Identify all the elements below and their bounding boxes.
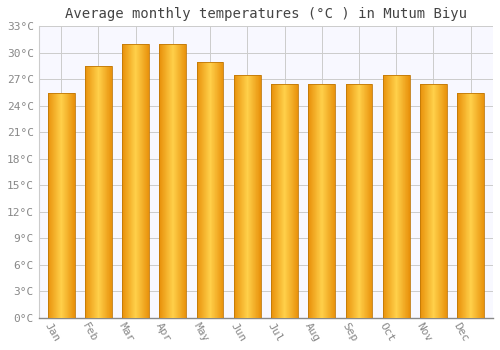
Bar [48,92,74,318]
Bar [196,62,224,318]
Bar [85,66,112,318]
Bar [308,84,335,318]
Bar [271,84,298,318]
Bar [122,44,149,318]
Bar [420,84,447,318]
Bar [458,92,484,318]
Bar [160,44,186,318]
Title: Average monthly temperatures (°C ) in Mutum Biyu: Average monthly temperatures (°C ) in Mu… [65,7,467,21]
Bar [383,75,409,318]
Bar [346,84,372,318]
Bar [234,75,260,318]
